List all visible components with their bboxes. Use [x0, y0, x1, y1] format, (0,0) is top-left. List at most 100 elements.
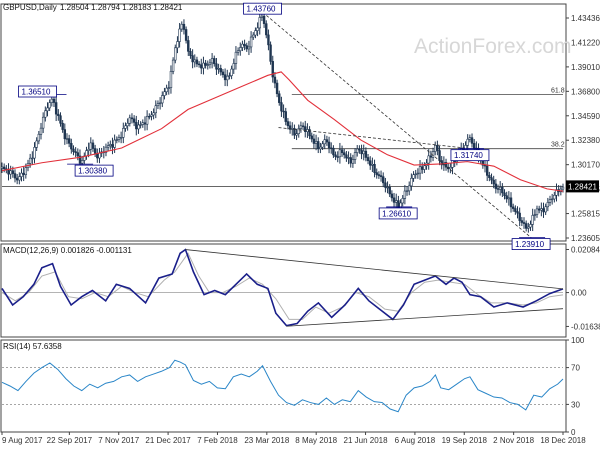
candle-body [440, 160, 443, 166]
macd-line [1, 248, 564, 327]
candle-body [524, 223, 528, 229]
candle-body [156, 103, 160, 107]
price-trend-line [262, 11, 532, 238]
candle-body [336, 156, 339, 158]
candle-body [349, 157, 352, 164]
candle-body [498, 186, 502, 190]
candle-body [518, 212, 521, 221]
date-axis-tick-label: 7 Feb 2018 [197, 436, 238, 445]
candle-body [247, 46, 251, 50]
candle-body [494, 183, 498, 189]
candle-body [540, 208, 543, 211]
candle-body [369, 160, 372, 166]
candle-body [260, 15, 264, 18]
price-trend-line [278, 127, 465, 149]
candle-body [163, 91, 166, 96]
key-level-box [18, 85, 57, 98]
candle-body [217, 68, 220, 70]
candle-body [514, 208, 517, 212]
macd-trend-line [185, 249, 564, 290]
candle-body [297, 128, 300, 134]
candle-body [236, 50, 240, 53]
candle-body [135, 122, 138, 130]
candle-body [505, 195, 508, 200]
candle-body [492, 179, 495, 185]
candle-body [375, 172, 378, 175]
candle-body [544, 206, 547, 213]
candle-body [239, 47, 242, 52]
candle-body [427, 155, 430, 164]
candle-body [286, 121, 290, 127]
candle-body [403, 190, 407, 199]
candle-body [362, 150, 365, 155]
price-axis-tick-label: 1.41220 [571, 38, 600, 47]
candle-body [520, 220, 524, 223]
candle-body [33, 147, 36, 159]
candle-body [325, 139, 329, 143]
candle-body [230, 68, 233, 76]
candle-body [232, 63, 235, 70]
candle-body [503, 192, 506, 196]
candle-body [366, 157, 370, 162]
candle-body [351, 159, 355, 164]
candle-body [377, 174, 381, 176]
candle-body [323, 139, 326, 145]
candle-body [171, 59, 175, 72]
candle-body [516, 211, 519, 214]
symbol-header: GBPUSD,Daily [3, 3, 57, 12]
candle-body [269, 44, 272, 62]
candle-body [63, 129, 67, 140]
candle-body [360, 149, 363, 155]
macd-axis-tick-label: 0.00 [571, 289, 587, 298]
rsi-axis-tick-label: 30 [571, 400, 580, 409]
candle-body [392, 197, 396, 203]
candle-body [180, 23, 183, 30]
candle-body [254, 30, 257, 36]
candle-body [197, 63, 201, 66]
candle-body [434, 145, 437, 152]
key-level-label: 1.31740 [454, 151, 483, 160]
candle-body [295, 133, 298, 136]
candle-body [280, 102, 283, 112]
candle-body [223, 74, 227, 81]
candle-body [210, 58, 214, 64]
candle-body [20, 172, 23, 177]
candle-body [373, 164, 376, 173]
candle-body [119, 137, 123, 139]
candle-body [468, 137, 472, 140]
candle-body [228, 75, 231, 77]
watermark: ActionForex.com [414, 35, 572, 58]
candle-body [317, 141, 320, 150]
candle-body [358, 148, 361, 151]
candle-body [299, 125, 303, 129]
candle-body [408, 185, 411, 192]
candle-body [234, 51, 238, 64]
candle-body [7, 169, 10, 175]
candle-body [388, 186, 391, 195]
candle-body [291, 128, 294, 130]
candle-body [37, 133, 41, 142]
candle-body [423, 165, 426, 170]
candle-body [483, 164, 487, 167]
macd-signal-line [1, 252, 564, 320]
candle-body [200, 64, 203, 69]
candle-body [488, 175, 491, 178]
rsi-axis-tick-label: 100 [571, 336, 585, 345]
rsi-line [1, 359, 564, 413]
candle-body [148, 115, 151, 118]
candle-body [44, 110, 47, 118]
candle-body [195, 59, 199, 65]
candle-body [193, 59, 196, 63]
candle-body [109, 144, 112, 146]
candle-body [319, 146, 322, 150]
candle-body [161, 95, 164, 104]
candle-body [165, 87, 168, 93]
candle-body [310, 135, 313, 140]
candle-body [2, 166, 6, 170]
candle-body [204, 62, 207, 66]
candle-body [535, 208, 539, 215]
candle-body [174, 47, 177, 61]
ema-line [1, 71, 564, 192]
candle-body [28, 157, 32, 164]
